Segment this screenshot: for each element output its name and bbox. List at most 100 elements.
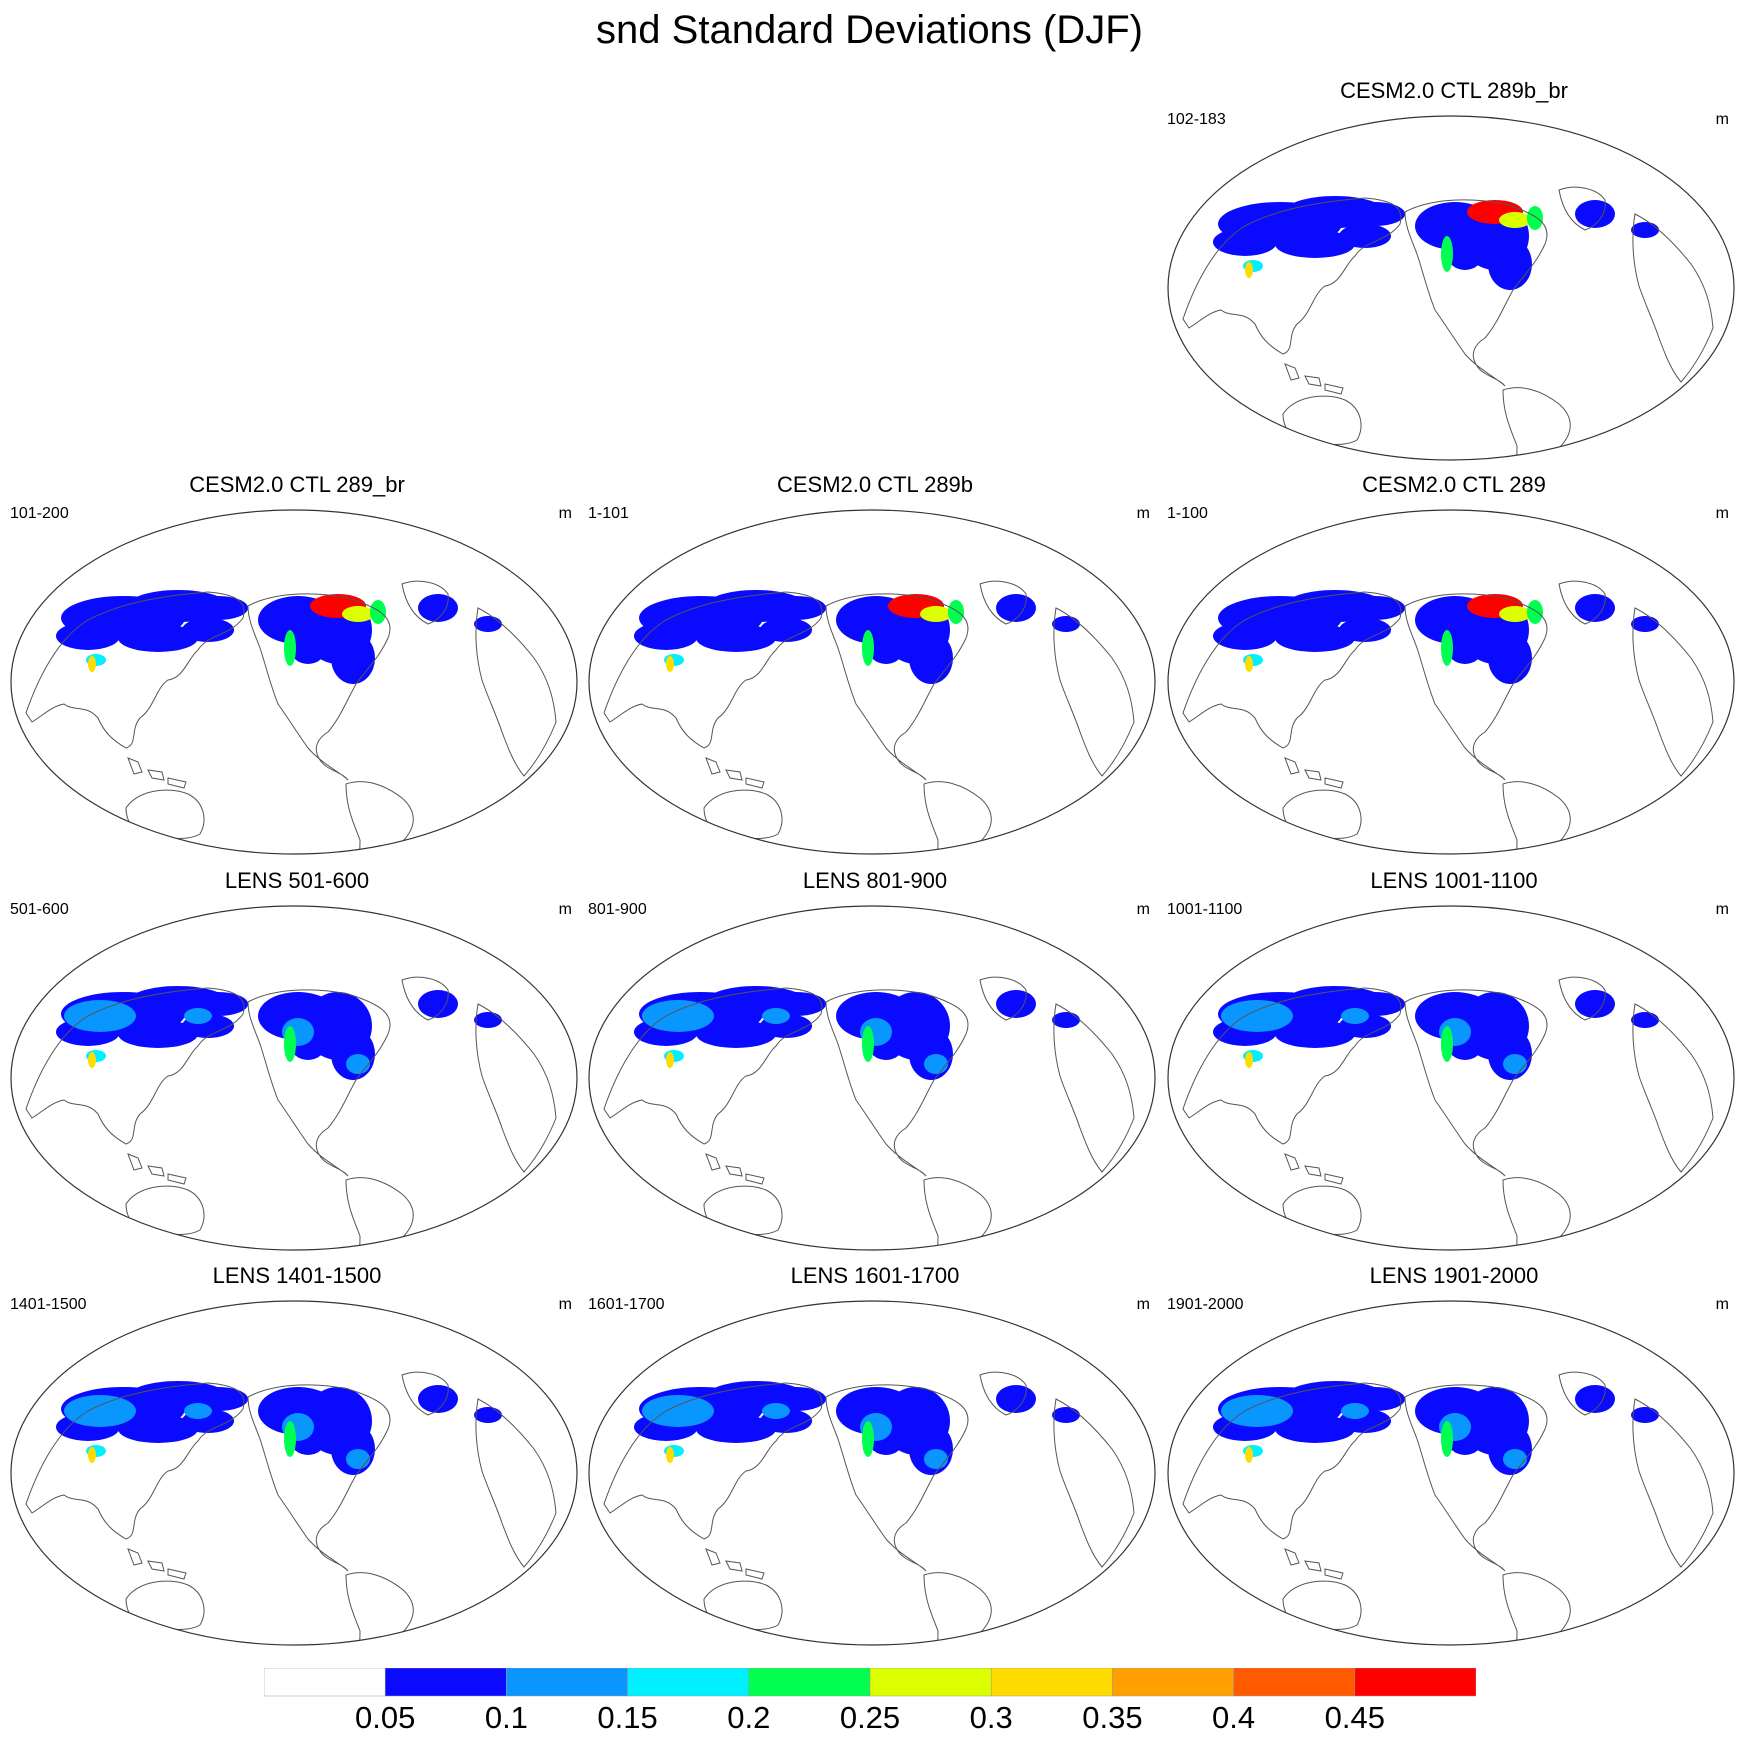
- coastline: [401, 1371, 449, 1416]
- coastline: [127, 1548, 187, 1580]
- coastline: [1182, 197, 1402, 355]
- snow-anomaly-region: [1275, 1020, 1355, 1048]
- panel-unit: m: [1715, 111, 1729, 128]
- snow-anomaly-region: [666, 1052, 674, 1068]
- colorbar-label: 0.2: [727, 1700, 771, 1735]
- snow-anomaly-region: [1221, 1395, 1293, 1427]
- snow-anomaly-region: [996, 990, 1036, 1018]
- snow-anomaly-region: [346, 1054, 370, 1074]
- coastline: [825, 593, 969, 781]
- snow-anomaly-region: [862, 1026, 874, 1062]
- snow-anomaly-region: [1441, 236, 1453, 272]
- coastline: [1404, 989, 1548, 1177]
- colorbar-label: 0.4: [1212, 1700, 1256, 1735]
- snow-anomaly-region: [868, 632, 904, 664]
- coastline: [25, 591, 245, 749]
- snow-anomaly-region: [284, 630, 296, 666]
- snow-anomaly-region: [1275, 1415, 1355, 1443]
- colorbar-swatch: [1233, 1668, 1356, 1697]
- snow-anomaly-region: [762, 1008, 790, 1024]
- snow-anomaly-region: [118, 624, 198, 652]
- coastline: [979, 580, 1027, 625]
- snow-anomaly-region: [1631, 1012, 1659, 1028]
- panel-title: CESM2.0 CTL 289b: [776, 472, 974, 497]
- snow-anomaly-region: [1575, 1385, 1615, 1413]
- map-panel: LENS 1001-1100 1001-1100 m: [1165, 868, 1739, 1260]
- colorbar-label: 0.05: [355, 1700, 416, 1735]
- snow-anomaly-region: [924, 1054, 948, 1074]
- panel-title: CESM2.0 CTL 289: [1362, 472, 1546, 497]
- coastline: [1284, 363, 1344, 395]
- snow-anomaly-region: [1339, 618, 1391, 642]
- coastline: [1404, 593, 1548, 781]
- snow-anomaly-region: [188, 596, 248, 620]
- colorbar-swatch: [1354, 1668, 1476, 1697]
- snow-anomaly-region: [474, 616, 502, 632]
- coastline: [475, 607, 557, 777]
- snow-anomaly-region: [1275, 230, 1355, 258]
- snow-anomaly-region: [184, 1008, 212, 1024]
- map: [10, 905, 578, 1251]
- snow-anomaly-region: [1499, 606, 1531, 622]
- coastline: [1558, 1371, 1606, 1416]
- snow-anomaly-region: [642, 1000, 714, 1032]
- snow-anomaly-region: [1631, 222, 1659, 238]
- panel-unit: m: [1715, 901, 1729, 918]
- panel-title: LENS 501-600: [224, 868, 370, 893]
- snow-anomaly-region: [1441, 1421, 1453, 1457]
- coastline: [1282, 1185, 1362, 1237]
- snow-anomaly-region: [290, 632, 326, 664]
- map-border: [10, 509, 578, 855]
- snow-anomaly-region: [1341, 1008, 1369, 1024]
- panel-unit: m: [558, 1296, 572, 1313]
- snow-anomaly-region: [1221, 1000, 1293, 1032]
- panel-years: 102-183: [1167, 111, 1226, 128]
- snow-anomaly-region: [182, 618, 234, 642]
- snow-anomaly-region: [760, 618, 812, 642]
- coastline: [1053, 1003, 1135, 1173]
- panel-unit: m: [1715, 1296, 1729, 1313]
- map: [588, 905, 1156, 1251]
- snow-anomaly-region: [56, 622, 120, 650]
- snow-anomaly-region: [634, 622, 698, 650]
- snow-anomaly-region: [118, 1415, 198, 1443]
- map: [588, 1300, 1156, 1646]
- snow-anomaly-region: [1575, 200, 1615, 228]
- snow-anomaly-region: [1447, 632, 1483, 664]
- snow-anomaly-region: [370, 600, 386, 624]
- panel-unit: m: [1136, 901, 1150, 918]
- coastline: [247, 989, 391, 1177]
- snow-anomaly-region: [1575, 594, 1615, 622]
- panel-title: CESM2.0 CTL 289_br: [189, 472, 405, 497]
- map-panel: CESM2.0 CTL 289 1-100 m: [1165, 472, 1739, 864]
- snow-anomaly-region: [1488, 238, 1532, 290]
- map-border: [10, 1300, 578, 1646]
- snow-anomaly-region: [1052, 1407, 1080, 1423]
- coastline: [979, 976, 1027, 1021]
- snow-anomaly-region: [1575, 990, 1615, 1018]
- snow-anomaly-region: [666, 1447, 674, 1463]
- coastline: [475, 1003, 557, 1173]
- snow-anomaly-region: [342, 606, 374, 622]
- snow-anomaly-region: [666, 656, 674, 672]
- snow-anomaly-region: [1499, 212, 1531, 228]
- coastline: [705, 1153, 765, 1185]
- snow-anomaly-region: [284, 1026, 296, 1062]
- coastline: [1632, 607, 1714, 777]
- snow-anomaly-region: [474, 1407, 502, 1423]
- snow-anomaly-region: [1213, 228, 1277, 256]
- map-panel: CESM2.0 CTL 289b 1-101 m: [586, 472, 1164, 864]
- snow-anomaly-region: [996, 594, 1036, 622]
- panel-title: LENS 1601-1700: [790, 1263, 960, 1288]
- snow-anomaly-region: [88, 1052, 96, 1068]
- colorbar-swatch: [869, 1668, 992, 1697]
- panel-unit: m: [558, 505, 572, 522]
- snow-anomaly-region: [88, 656, 96, 672]
- map-border: [588, 509, 1156, 855]
- panel-years: 1901-2000: [1167, 1296, 1244, 1313]
- coastline: [1632, 213, 1714, 383]
- coastline: [401, 976, 449, 1021]
- coastline: [1182, 591, 1402, 749]
- snow-anomaly-region: [909, 632, 953, 684]
- coastline: [705, 757, 765, 789]
